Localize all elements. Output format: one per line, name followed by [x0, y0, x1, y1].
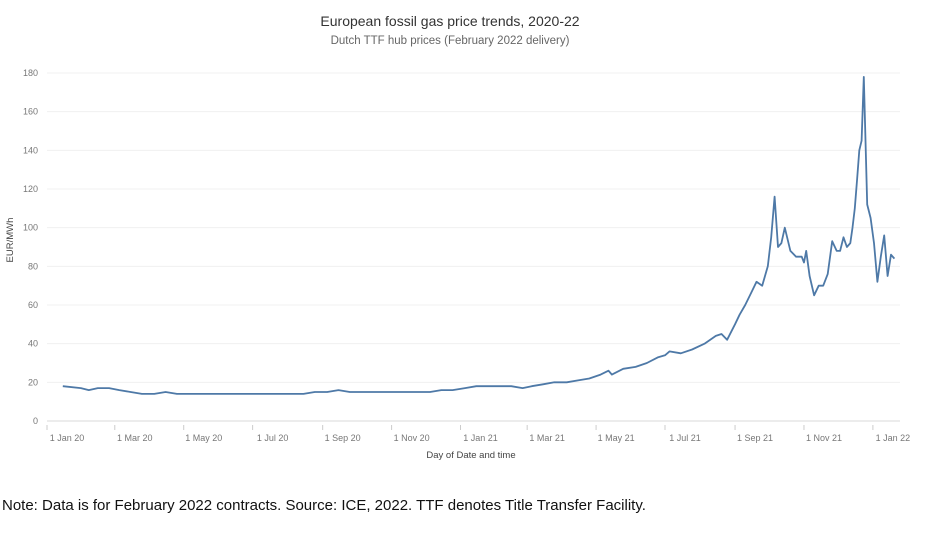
grid-lines [47, 72, 900, 422]
x-tick-label: 1 Mar 20 [117, 433, 153, 443]
x-tick-label: 1 Jan 21 [463, 433, 498, 443]
y-tick-label: 40 [28, 339, 38, 349]
y-axis-title: EUR/MWh [5, 218, 16, 263]
y-tick-label: 140 [23, 145, 38, 155]
x-axis-title: Day of Date and time [426, 450, 515, 461]
y-tick-label: 0 [33, 416, 38, 426]
x-tick-label: 1 Nov 20 [394, 433, 430, 443]
chart-subtitle: Dutch TTF hub prices (February 2022 deli… [330, 35, 570, 47]
y-axis-ticks: 0 20 40 60 80 100 120 140 160 180 [23, 68, 38, 426]
x-tick-label: 1 Mar 21 [529, 433, 565, 443]
y-tick-label: 120 [23, 184, 38, 194]
y-tick-label: 60 [28, 300, 38, 310]
x-tick-label: 1 May 21 [598, 433, 635, 443]
x-axis-ticks: 1 Jan 20 1 Mar 20 1 May 20 1 Jul 20 1 Sep 20… [46, 425, 911, 443]
x-tick-label: 1 Jan 20 [50, 433, 85, 443]
line-chart: 0 20 40 60 80 100 120 140 160 180 1 Jan 20 1 Mar 2… [5, 68, 911, 461]
x-tick-label: 1 Jul 21 [669, 433, 701, 443]
price-series-line [62, 76, 896, 395]
footnote: Note: Data is for February 2022 contract… [2, 497, 646, 514]
x-tick-label: 1 Nov 21 [806, 433, 842, 443]
y-tick-label: 100 [23, 223, 38, 233]
x-tick-label: 1 May 20 [185, 433, 222, 443]
x-tick-label: 1 Jul 20 [257, 433, 289, 443]
y-tick-label: 20 [28, 377, 38, 387]
chart-title: European fossil gas price trends, 2020-2… [320, 13, 580, 29]
y-tick-label: 80 [28, 261, 38, 271]
x-tick-label: 1 Sep 21 [737, 433, 773, 443]
x-tick-label: 1 Sep 20 [325, 433, 361, 443]
x-tick-label: 1 Jan 22 [876, 433, 911, 443]
y-tick-label: 180 [23, 68, 38, 78]
y-tick-label: 160 [23, 107, 38, 117]
